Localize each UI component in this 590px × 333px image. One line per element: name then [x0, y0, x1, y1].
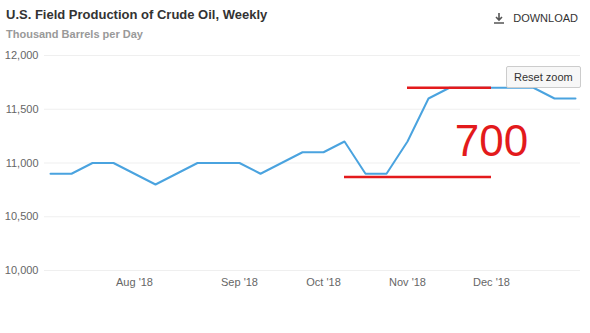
html-text:Reset zoom: Reset zoom	[514, 71, 573, 83]
svg-text:Dec '18: Dec '18	[473, 276, 510, 288]
svg-text:10,000: 10,000	[5, 264, 39, 276]
svg-text:10,500: 10,500	[5, 210, 39, 222]
svg-text:12,000: 12,000	[5, 49, 39, 61]
svg-text:Aug '18: Aug '18	[116, 276, 153, 288]
svg-text:Nov '18: Nov '18	[389, 276, 426, 288]
svg-text:Oct '18: Oct '18	[306, 276, 341, 288]
svg-text:11,000: 11,000	[6, 157, 39, 169]
svg-text:Sep '18: Sep '18	[221, 276, 258, 288]
svg-text:11,500: 11,500	[6, 103, 39, 115]
html-text:Thousand Barrels per Day: Thousand Barrels per Day	[6, 28, 143, 40]
html-text:DOWNLOAD: DOWNLOAD	[513, 12, 578, 24]
html-text:U.S. Field Production of Crude: U.S. Field Production of Crude Oil, Week…	[6, 7, 268, 22]
svg-text:700: 700	[455, 116, 528, 165]
